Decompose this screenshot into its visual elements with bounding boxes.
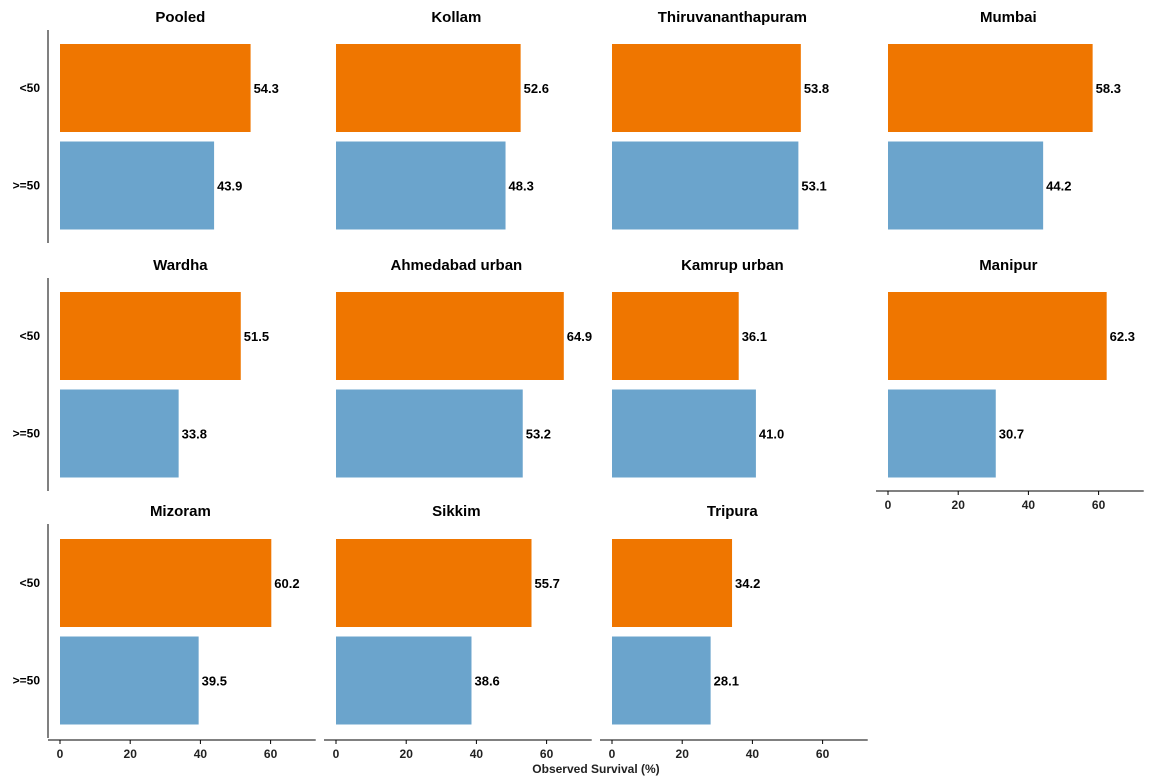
x-tick-label: 60 <box>1092 498 1106 512</box>
panel-title: Mizoram <box>150 503 211 520</box>
panel-title: Sikkim <box>432 503 480 520</box>
panel-title: Pooled <box>155 9 205 26</box>
panel: Mizoram 60.2 39.5 <box>60 503 300 725</box>
bar-value-label: 58.3 <box>1096 81 1121 96</box>
bar <box>336 539 532 627</box>
panel: Ahmedabad urban 64.9 53.2 <box>336 257 592 478</box>
bar-value-label: 60.2 <box>274 576 299 591</box>
x-tick-label: 20 <box>952 498 966 512</box>
x-tick-label: 60 <box>816 747 830 761</box>
bar <box>612 389 756 478</box>
bar-value-label: 54.3 <box>254 81 279 96</box>
x-tick-label: 40 <box>746 747 760 761</box>
x-tick-label: 40 <box>194 747 208 761</box>
panel-title: Manipur <box>979 257 1037 274</box>
bar <box>60 44 251 132</box>
bar-value-label: 64.9 <box>567 329 592 344</box>
bar-value-label: 48.3 <box>509 179 534 194</box>
bar-value-label: 30.7 <box>999 427 1024 442</box>
panel-title: Thiruvananthapuram <box>658 9 807 26</box>
panel-title: Tripura <box>707 503 759 520</box>
bar-value-label: 53.8 <box>804 81 829 96</box>
bar <box>336 389 523 478</box>
x-tick-label: 20 <box>124 747 138 761</box>
panel-title: Mumbai <box>980 9 1037 26</box>
panel-title: Kollam <box>431 9 481 26</box>
bar-value-label: 33.8 <box>182 427 207 442</box>
bar-value-label: 28.1 <box>714 674 739 689</box>
bar <box>336 636 472 725</box>
bar <box>612 44 801 132</box>
panel: Pooled 54.3 43.9 <box>60 9 279 230</box>
panel-title: Kamrup urban <box>681 257 784 274</box>
category-label: <50 <box>20 329 41 343</box>
panel: Tripura 34.2 28.1 <box>612 503 760 725</box>
x-tick-label: 0 <box>333 747 340 761</box>
bar-value-label: 51.5 <box>244 329 269 344</box>
bar <box>612 636 711 725</box>
bar <box>612 539 733 627</box>
bar-value-label: 52.6 <box>524 81 549 96</box>
panel: Kollam 52.6 48.3 <box>336 9 549 230</box>
x-tick-label: 40 <box>470 747 484 761</box>
bar-value-label: 34.2 <box>735 576 760 591</box>
bar-value-label: 43.9 <box>217 179 242 194</box>
x-tick-label: 20 <box>400 747 414 761</box>
panel: Kamrup urban 36.1 41.0 <box>612 257 784 478</box>
bar-value-label: 41.0 <box>759 427 784 442</box>
bar-value-label: 39.5 <box>202 674 227 689</box>
category-label: >=50 <box>13 674 41 688</box>
category-label: >=50 <box>13 427 41 441</box>
panel: Sikkim 55.7 38.6 <box>336 503 560 725</box>
x-tick-label: 40 <box>1022 498 1036 512</box>
category-label: <50 <box>20 81 41 95</box>
bar-value-label: 53.1 <box>801 179 826 194</box>
bar-value-label: 62.3 <box>1110 329 1135 344</box>
x-axis-label: Observed Survival (%) <box>532 762 659 776</box>
x-tick-label: 60 <box>264 747 278 761</box>
bar <box>60 539 272 627</box>
panel-title: Ahmedabad urban <box>391 257 523 274</box>
x-tick-label: 0 <box>885 498 892 512</box>
panel: Manipur 62.3 30.7 <box>888 257 1135 478</box>
bar-value-label: 44.2 <box>1046 179 1071 194</box>
bar-value-label: 55.7 <box>535 576 560 591</box>
bar <box>888 44 1093 132</box>
x-tick-label: 0 <box>57 747 64 761</box>
bar <box>888 292 1107 380</box>
bar-value-label: 38.6 <box>474 674 499 689</box>
bar <box>612 292 739 380</box>
bar <box>60 636 199 725</box>
bar-value-label: 36.1 <box>742 329 767 344</box>
bar <box>612 141 799 230</box>
bar <box>336 292 564 380</box>
bar <box>60 141 215 230</box>
bar <box>888 141 1044 230</box>
category-label: >=50 <box>13 179 41 193</box>
category-label: <50 <box>20 576 41 590</box>
bar <box>888 389 996 478</box>
panel: Thiruvananthapuram 53.8 53.1 <box>612 9 829 230</box>
bar <box>60 389 179 478</box>
panel: Wardha 51.5 33.8 <box>60 257 269 478</box>
bar <box>60 292 241 380</box>
x-tick-label: 20 <box>676 747 690 761</box>
bar <box>336 141 506 230</box>
x-tick-label: 0 <box>609 747 616 761</box>
x-tick-label: 60 <box>540 747 554 761</box>
bar-value-label: 53.2 <box>526 427 551 442</box>
panel-title: Wardha <box>153 257 208 274</box>
panel: Mumbai 58.3 44.2 <box>888 9 1121 230</box>
chart-panels: <50 >=50 <50 >=50 <50 >=50 Pooled 54.3 43.9 Kolla… <box>13 9 1144 761</box>
bar <box>336 44 521 132</box>
